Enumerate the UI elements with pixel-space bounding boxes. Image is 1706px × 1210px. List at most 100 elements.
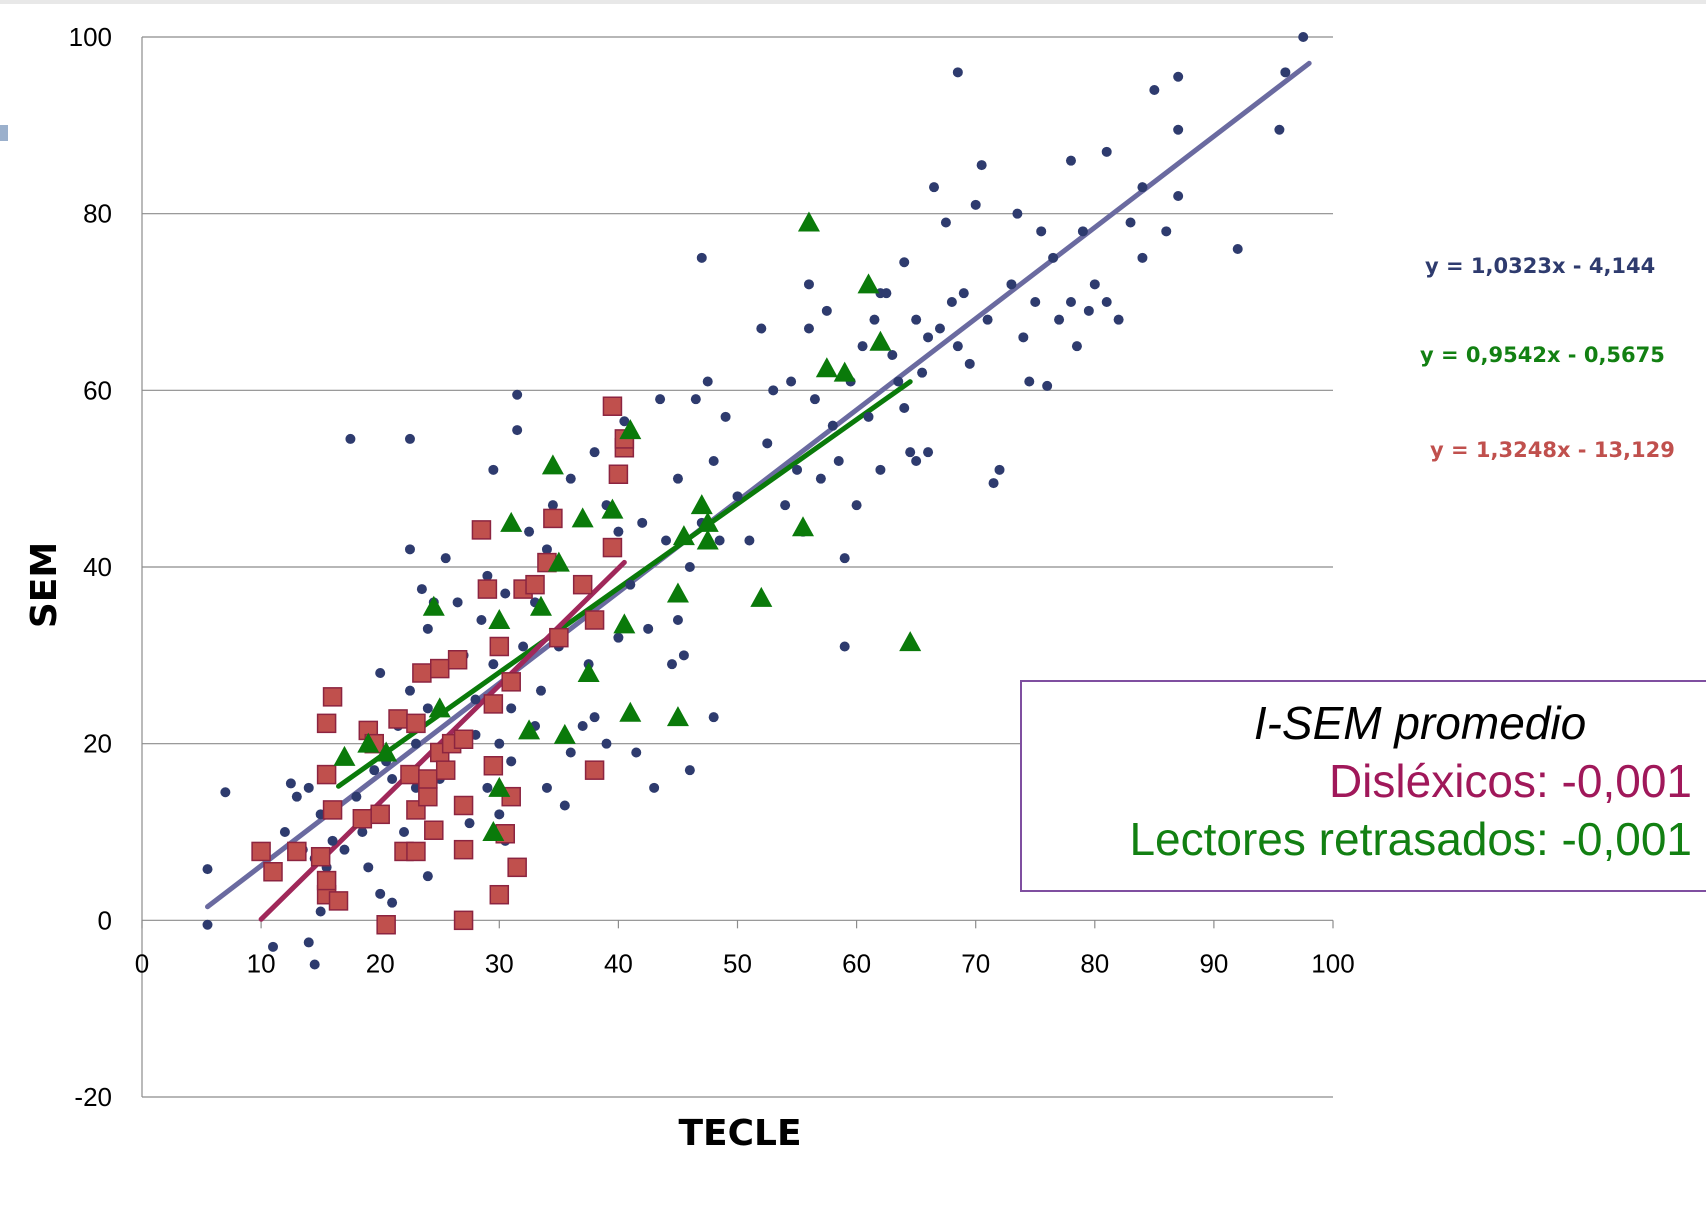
data-point-dot <box>792 464 803 475</box>
data-point-triangle <box>696 511 719 532</box>
data-point-dot <box>655 394 666 405</box>
data-point-dot <box>1137 182 1148 193</box>
data-point-dot <box>631 747 642 758</box>
data-point-dot <box>666 659 677 670</box>
data-point-dot <box>970 199 981 210</box>
data-point-square <box>406 841 426 862</box>
data-point-square <box>322 800 343 820</box>
data-point-dot <box>1083 305 1094 316</box>
tick-labels: -20 0 20 40 60 80 100 0 10 20 30 40 50 60 70 80 90 100 <box>69 22 1355 1112</box>
data-point-triangle <box>666 706 689 727</box>
data-point-triangle <box>333 745 356 766</box>
data-point-dot <box>839 553 850 564</box>
data-point-triangle <box>619 701 642 722</box>
data-point-dot <box>833 456 844 466</box>
data-point-square <box>447 650 468 670</box>
x-tick-label: 30 <box>485 948 514 978</box>
equation-dislexicos: y = 1,3248x - 13,129 <box>1430 438 1675 462</box>
data-point-square <box>316 870 337 891</box>
x-axis-title: TECLE <box>678 1113 801 1154</box>
data-point-triangle <box>666 582 689 603</box>
data-point-dot <box>821 305 832 316</box>
data-point-dot <box>535 685 546 696</box>
data-point-dot <box>387 774 398 784</box>
data-point-dot <box>887 350 898 360</box>
data-point-dot <box>541 782 552 793</box>
data-point-dot <box>952 67 963 78</box>
x-tick-label: 60 <box>842 948 871 978</box>
data-point-dot <box>732 491 743 502</box>
data-point-dot <box>387 897 398 908</box>
data-point-square <box>418 786 438 807</box>
data-point-dot <box>315 906 326 917</box>
data-point-dot <box>678 650 689 661</box>
y-tick-label: 80 <box>83 199 112 229</box>
data-point-dot <box>815 473 826 484</box>
data-point-dot <box>416 584 427 595</box>
data-point-dot <box>940 217 951 228</box>
data-point-dot <box>1137 252 1148 263</box>
data-point-dot <box>1173 191 1184 201</box>
data-point-dot <box>351 791 362 802</box>
data-point-dot <box>589 712 600 723</box>
data-point-dot <box>220 787 231 798</box>
data-point-dot <box>422 623 433 634</box>
data-point-dot <box>601 738 612 749</box>
data-point-dot <box>369 765 380 776</box>
data-point-dot <box>339 844 350 855</box>
data-point-square <box>310 846 331 867</box>
y-tick-label: 40 <box>83 552 112 582</box>
data-point-triangle <box>482 821 505 841</box>
data-point-square <box>263 862 283 882</box>
data-point-dot <box>625 579 636 590</box>
data-point-dot <box>404 685 415 696</box>
data-point-dot <box>482 570 493 581</box>
data-point-dot <box>690 394 701 405</box>
data-point-dot <box>303 937 314 948</box>
data-point-dot <box>839 641 850 652</box>
data-point-triangle <box>422 595 445 616</box>
data-point-square <box>406 713 426 734</box>
data-point-dot <box>422 703 433 714</box>
data-point-dot <box>1065 155 1076 166</box>
data-point-dot <box>1298 32 1309 42</box>
data-point-dot <box>684 562 695 572</box>
data-point-dot <box>1089 279 1100 290</box>
data-point-dot <box>869 314 880 325</box>
data-point-dot <box>202 919 213 930</box>
data-point-square <box>430 658 450 679</box>
data-point-dot <box>923 332 934 343</box>
data-point-dot <box>899 257 910 268</box>
data-point-dot <box>309 959 320 970</box>
data-point-dot <box>857 341 868 352</box>
data-point-dot <box>1173 124 1184 135</box>
data-point-dot <box>500 588 511 599</box>
data-point-triangle <box>899 631 922 652</box>
data-point-dot <box>946 297 957 307</box>
data-point-square <box>400 764 420 785</box>
data-point-dot <box>547 500 558 511</box>
data-point-square <box>549 627 569 648</box>
data-point-triangle <box>571 507 594 528</box>
data-point-triangle <box>601 498 624 519</box>
data-point-dot <box>952 341 963 352</box>
data-point-triangle <box>500 511 523 532</box>
data-point-dot <box>357 827 368 837</box>
data-point-dot <box>994 464 1005 475</box>
data-point-dot <box>684 765 695 776</box>
data-point-dot <box>923 447 934 458</box>
data-point-square <box>602 537 623 558</box>
data-point-dot <box>464 818 475 829</box>
data-point-dot <box>1113 314 1124 325</box>
data-point-dot <box>661 535 672 546</box>
data-point-square <box>507 857 527 878</box>
data-point-dot <box>702 376 713 387</box>
data-point-square <box>471 520 492 540</box>
data-point-dot <box>1042 380 1053 391</box>
data-point-triangle <box>577 662 600 682</box>
data-point-dot <box>410 738 421 749</box>
data-point-dot <box>1232 244 1243 254</box>
data-point-dot <box>577 721 588 731</box>
data-point-triangle <box>357 732 380 753</box>
